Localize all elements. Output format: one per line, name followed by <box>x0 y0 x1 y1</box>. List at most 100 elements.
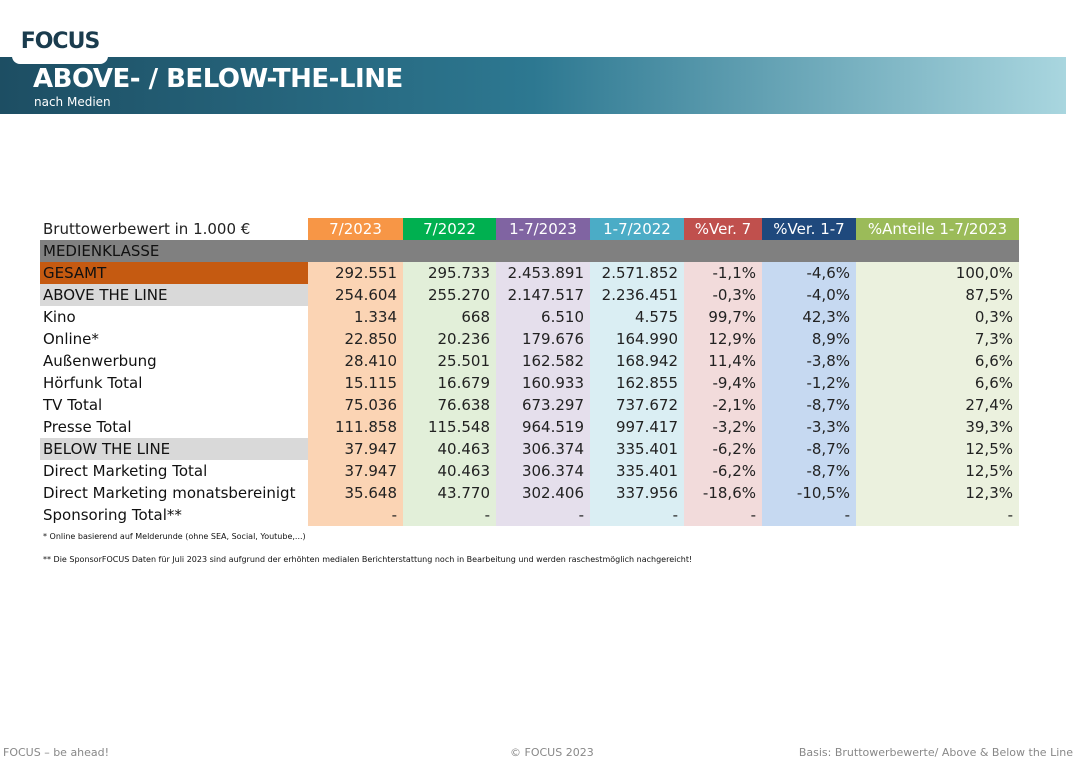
cell: -9,4% <box>684 372 762 394</box>
cell: 8,9% <box>762 328 856 350</box>
cell: - <box>308 504 403 526</box>
cell: 6.510 <box>496 306 590 328</box>
cell: 964.519 <box>496 416 590 438</box>
cell: 168.942 <box>590 350 684 372</box>
column-header: %Ver. 1-7 <box>762 218 856 240</box>
cell: 4.575 <box>590 306 684 328</box>
footer-center: © FOCUS 2023 <box>510 746 594 759</box>
cell: 254.604 <box>308 284 403 306</box>
cell: 43.770 <box>403 482 496 504</box>
column-header: %Ver. 7 <box>684 218 762 240</box>
cell: -18,6% <box>684 482 762 504</box>
cell: 1.334 <box>308 306 403 328</box>
row-label: Kino <box>43 308 76 326</box>
cell: 35.648 <box>308 482 403 504</box>
cell: 255.270 <box>403 284 496 306</box>
cell: 11,4% <box>684 350 762 372</box>
cell: -8,7% <box>762 460 856 482</box>
column-header: 7/2023 <box>308 218 403 240</box>
cell: -8,7% <box>762 438 856 460</box>
caption: Bruttowerbewert in 1.000 € <box>43 220 251 238</box>
cell: -10,5% <box>762 482 856 504</box>
header-banner <box>0 57 1066 114</box>
cell: 306.374 <box>496 460 590 482</box>
row-label: Presse Total <box>43 418 132 436</box>
row-label: Hörfunk Total <box>43 374 143 392</box>
footnote: * Online basierend auf Melderunde (ohne … <box>43 532 306 541</box>
cell: 6,6% <box>856 350 1019 372</box>
cell: - <box>590 504 684 526</box>
cell: 20.236 <box>403 328 496 350</box>
footer-left: FOCUS – be ahead! <box>3 746 110 759</box>
cell: 162.855 <box>590 372 684 394</box>
cell: -1,2% <box>762 372 856 394</box>
cell: 12,5% <box>856 460 1019 482</box>
cell: - <box>403 504 496 526</box>
cell: 39,3% <box>856 416 1019 438</box>
cell: 668 <box>403 306 496 328</box>
cell: 12,3% <box>856 482 1019 504</box>
cell: 2.571.852 <box>590 262 684 284</box>
cell: 335.401 <box>590 460 684 482</box>
cell: 12,9% <box>684 328 762 350</box>
cell: 179.676 <box>496 328 590 350</box>
cell: 164.990 <box>590 328 684 350</box>
cell: 295.733 <box>403 262 496 284</box>
cell: 75.036 <box>308 394 403 416</box>
cell: -8,7% <box>762 394 856 416</box>
cell: 100,0% <box>856 262 1019 284</box>
row-label: BELOW THE LINE <box>40 438 308 460</box>
cell: 99,7% <box>684 306 762 328</box>
cell: -0,3% <box>684 284 762 306</box>
cell: 0,3% <box>856 306 1019 328</box>
cell: -3,8% <box>762 350 856 372</box>
cell: 2.453.891 <box>496 262 590 284</box>
row-label: Außenwerbung <box>43 352 157 370</box>
cell: -1,1% <box>684 262 762 284</box>
row-label: Direct Marketing monatsbereinigt <box>43 484 296 502</box>
section-header: MEDIENKLASSE <box>40 240 1019 262</box>
row-label: Direct Marketing Total <box>43 462 208 480</box>
column-header: %Anteile 1-7/2023 <box>856 218 1019 240</box>
title: ABOVE- / BELOW-THE-LINE <box>33 64 403 94</box>
cell: 25.501 <box>403 350 496 372</box>
cell: 40.463 <box>403 438 496 460</box>
footer-right: Basis: Bruttowerbewerte/ Above & Below t… <box>798 746 1073 759</box>
cell: 2.147.517 <box>496 284 590 306</box>
column-header: 7/2022 <box>403 218 496 240</box>
footnote: ** Die SponsorFOCUS Daten für Juli 2023 … <box>43 555 693 564</box>
cell: 997.417 <box>590 416 684 438</box>
cell: 111.858 <box>308 416 403 438</box>
cell: -3,3% <box>762 416 856 438</box>
cell: 12,5% <box>856 438 1019 460</box>
cell: 40.463 <box>403 460 496 482</box>
cell: 302.406 <box>496 482 590 504</box>
cell: 7,3% <box>856 328 1019 350</box>
cell: -3,2% <box>684 416 762 438</box>
cell: 335.401 <box>590 438 684 460</box>
cell: 6,6% <box>856 372 1019 394</box>
cell: -2,1% <box>684 394 762 416</box>
row-label: ABOVE THE LINE <box>40 284 308 306</box>
cell: 162.582 <box>496 350 590 372</box>
cell: 42,3% <box>762 306 856 328</box>
cell: 28.410 <box>308 350 403 372</box>
cell: - <box>496 504 590 526</box>
row-label: TV Total <box>43 396 103 414</box>
cell: - <box>856 504 1019 526</box>
row-label: GESAMT <box>40 262 308 284</box>
cell: 22.850 <box>308 328 403 350</box>
cell: 2.236.451 <box>590 284 684 306</box>
cell: 76.638 <box>403 394 496 416</box>
cell: 16.679 <box>403 372 496 394</box>
cell: 160.933 <box>496 372 590 394</box>
cell: 37.947 <box>308 460 403 482</box>
cell: - <box>762 504 856 526</box>
cell: 115.548 <box>403 416 496 438</box>
column-header: 1-7/2023 <box>496 218 590 240</box>
column-header: 1-7/2022 <box>590 218 684 240</box>
cell: 292.551 <box>308 262 403 284</box>
cell: -4,6% <box>762 262 856 284</box>
cell: 37.947 <box>308 438 403 460</box>
